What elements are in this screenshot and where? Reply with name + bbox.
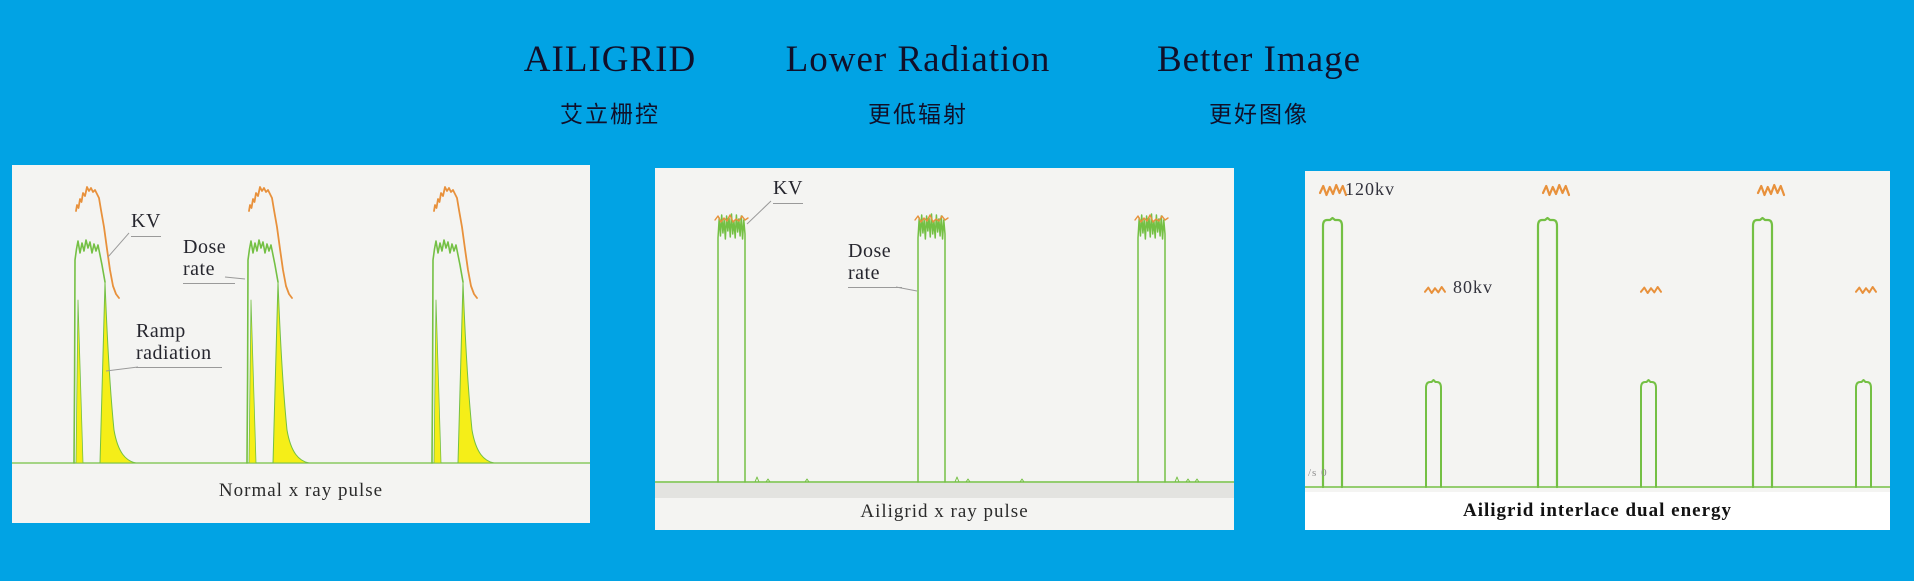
label-dose-rate: Dose rate <box>848 240 902 289</box>
caption-ailigrid-xray-pulse: Ailigrid x ray pulse <box>860 501 1029 522</box>
ailigrid-xray-waveform <box>655 200 1234 498</box>
header-title-lower-radiation: Lower Radiation <box>785 39 1051 80</box>
panel-ailigrid-xray-pulse: KV Dose rate Ailigrid x ray pulse <box>655 168 1234 530</box>
label-kv: KV <box>773 177 803 204</box>
caption-interlace-dual-energy: Ailigrid interlace dual energy <box>1462 500 1733 521</box>
panel-interlace-dual-energy: 120kv 80kv /s 0 Ailigrid interlace dual … <box>1305 171 1890 530</box>
interlace-dual-energy-waveform <box>1305 183 1890 489</box>
header-title-better-image: Better Image <box>1156 39 1362 80</box>
header-item-lower-radiation: Lower Radiation 更低辐射 <box>786 38 1051 129</box>
header-title-ailigrid: AILIGRID <box>523 39 697 80</box>
axis-note: /s 0 <box>1308 467 1328 479</box>
caption-normal-xray-pulse: Normal x ray pulse <box>218 480 384 501</box>
label-kv: KV <box>131 210 161 237</box>
header-item-better-image: Better Image 更好图像 <box>1157 38 1361 129</box>
header-subtitle-better-image-cn: 更好图像 <box>1208 102 1309 127</box>
header-item-ailigrid: AILIGRID 艾立栅控 <box>524 38 696 129</box>
label-ramp-radiation: Ramp radiation <box>136 320 222 369</box>
normal-xray-waveform <box>12 186 590 464</box>
caption-band: Ailigrid interlace dual energy <box>1305 492 1890 530</box>
panel-normal-xray-pulse: KV Dose rate Ramp radiation Normal x ray… <box>12 165 590 523</box>
header-subtitle-lower-radiation-cn: 更低辐射 <box>868 102 968 127</box>
legend-120kv: 120kv <box>1345 179 1395 199</box>
header-subtitle-ailigrid-cn: 艾立栅控 <box>560 102 660 127</box>
label-dose-rate: Dose rate <box>183 236 235 285</box>
legend-80kv: 80kv <box>1453 277 1493 297</box>
